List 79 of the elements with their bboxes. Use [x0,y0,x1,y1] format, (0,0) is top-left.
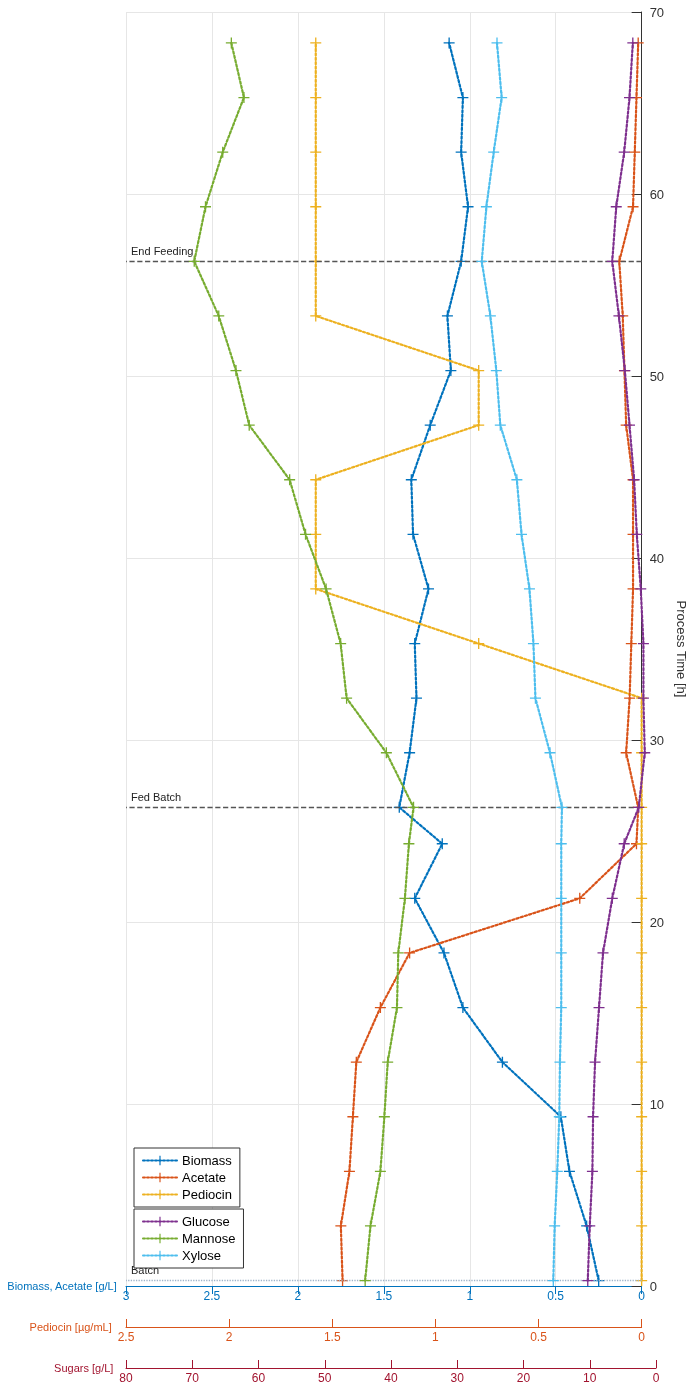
point [624,419,635,431]
point [597,947,609,959]
point [238,92,250,104]
x-tick-label: 60 [251,1371,266,1385]
legend-label: Biomass [182,1153,233,1168]
point [217,146,229,158]
x2-tick-label: 0 [638,1330,646,1344]
point [491,37,503,49]
legend-label: Glucose [182,1214,230,1229]
point [549,1220,561,1232]
point [382,1056,394,1068]
x-tick-label: 3 [122,1289,130,1303]
x-tick-label: 50 [318,1371,332,1385]
x-axis-title: Sugars [g/L] [54,1362,114,1374]
x2-tick-label: 0.5 [530,1330,548,1344]
ref-line-label: End Feeding [131,244,194,257]
point [613,310,625,322]
point [473,419,485,431]
x2-tick-label: 2.5 [117,1330,135,1344]
point [618,146,630,158]
y-tick-label: 10 [649,1096,665,1112]
point [544,747,556,759]
point [488,146,500,158]
point [225,37,237,49]
point [310,37,322,49]
x-tick-label: 80 [119,1371,133,1385]
x-tick-label: 1.5 [375,1289,393,1303]
point [554,1056,566,1068]
point [243,419,255,431]
point [556,801,568,813]
legend-label: Acetate [182,1170,227,1185]
legend-label: Xylose [182,1248,222,1263]
point [320,583,332,595]
x-tick-label: 10 [583,1371,597,1385]
point [484,310,496,322]
x-tick-label: 0 [638,1289,646,1303]
y-tick-label: 40 [649,550,665,566]
point [636,1056,648,1068]
point [310,583,322,595]
y-tick-label: 60 [649,186,665,202]
point [213,310,225,322]
point [391,1002,403,1014]
point [529,692,541,704]
x-tick-label: 20 [516,1371,531,1385]
point [523,583,535,595]
point [511,474,523,486]
point [341,692,353,704]
point [636,1220,648,1232]
point [399,892,411,904]
x-tick-label: 0.5 [547,1289,565,1303]
y-tick-label: 70 [649,4,665,20]
point [403,838,415,850]
point [627,37,639,49]
legend-label: Pediocin [182,1187,232,1202]
y-tick-label: 50 [649,368,665,384]
point [636,947,648,959]
x2-tick-label: 2 [225,1330,233,1344]
x-tick-label: 40 [384,1371,398,1385]
x-axis-title: Biomass, Acetate [g/L] [7,1280,117,1292]
x2-axis-title: Pediocin [µg/mL] [29,1321,112,1333]
x-tick-label: 2.5 [203,1289,221,1303]
x2-tick-label: 1 [432,1330,440,1344]
point [555,947,567,959]
y-axis-title: Process Time [h] [674,600,689,698]
point [364,1220,376,1232]
x-tick-label: 30 [450,1371,465,1385]
point [593,1002,605,1014]
x-tick-label: 70 [185,1371,200,1385]
y-tick-label: 30 [649,732,665,748]
point [230,365,242,377]
point [310,146,322,158]
point [392,947,404,959]
point [589,1056,601,1068]
x-tick-label: 2 [294,1289,302,1303]
y-tick-label: 20 [649,914,665,930]
point [310,310,322,322]
x2-tick-label: 1.5 [323,1330,341,1344]
ref-line-label: Fed Batch [131,790,182,803]
legend-label: Mannose [182,1231,236,1246]
